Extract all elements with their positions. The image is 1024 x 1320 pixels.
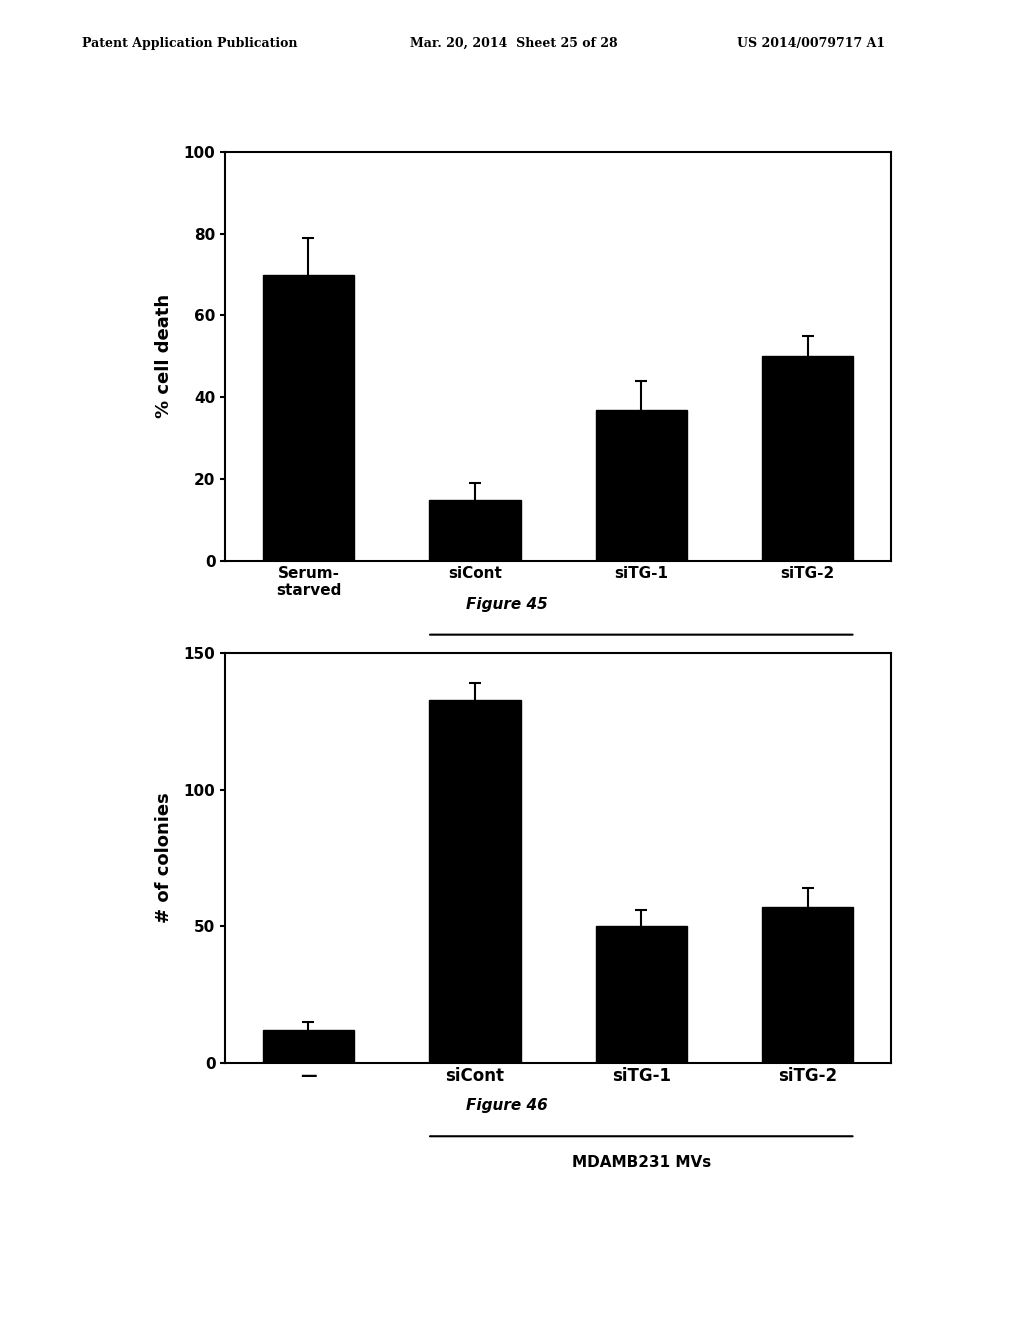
Bar — [762, 907, 853, 1063]
Text: Figure 45: Figure 45 — [466, 597, 548, 611]
Text: Figure 46: Figure 46 — [466, 1098, 548, 1113]
Text: Patent Application Publication: Patent Application Publication — [82, 37, 297, 50]
Bar — [429, 500, 520, 561]
Text: MDAMB231 MVs: MDAMB231 MVs — [571, 1155, 711, 1171]
Text: Mar. 20, 2014  Sheet 25 of 28: Mar. 20, 2014 Sheet 25 of 28 — [410, 37, 617, 50]
Y-axis label: % cell death: % cell death — [155, 294, 173, 418]
Text: MDAMB231 MVs: MDAMB231 MVs — [571, 655, 711, 671]
Y-axis label: # of colonies: # of colonies — [155, 792, 173, 924]
Bar — [596, 409, 687, 561]
Bar — [762, 356, 853, 561]
Bar — [596, 927, 687, 1063]
Bar — [263, 275, 354, 561]
Bar — [429, 700, 520, 1063]
Bar — [263, 1030, 354, 1063]
Text: US 2014/0079717 A1: US 2014/0079717 A1 — [737, 37, 886, 50]
